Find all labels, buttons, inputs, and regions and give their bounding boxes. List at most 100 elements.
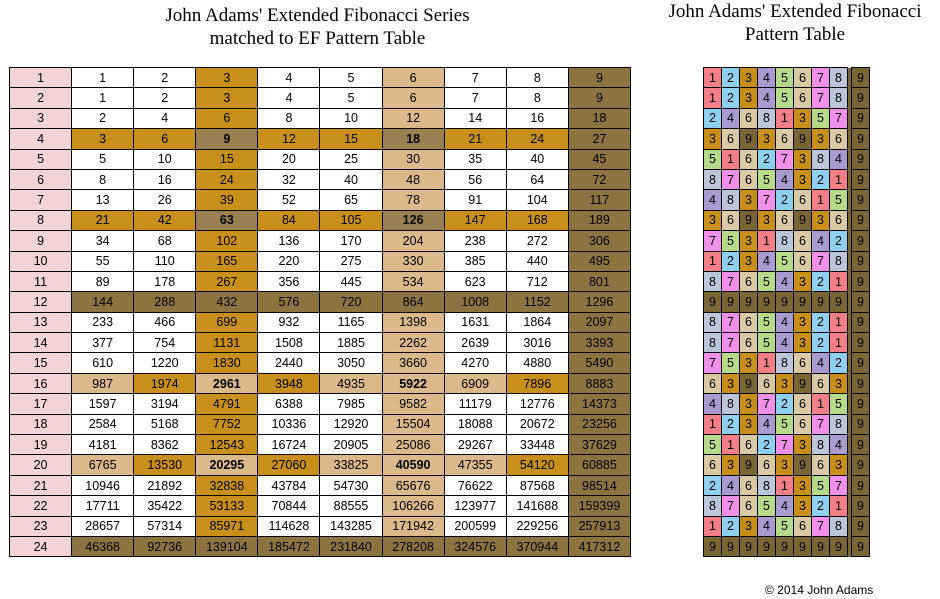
pattern-cell: 6: [739, 474, 758, 497]
table-cell: 40590: [381, 454, 445, 476]
table-cell: 18: [567, 107, 632, 130]
table-row: 10 55 110 165 220 275 330 385 440 495: [8, 250, 632, 272]
table-cell: 1131: [195, 332, 259, 354]
copyright-text: © 2014 John Adams: [765, 583, 874, 597]
table-cell: 10946: [71, 474, 135, 497]
row-number: 12: [8, 291, 73, 313]
table-cell: 12: [257, 128, 321, 150]
table-cell: 356: [257, 270, 321, 293]
table-cell: 15: [195, 148, 259, 170]
pattern-cell: 5: [757, 311, 776, 334]
table-cell: 18: [381, 128, 445, 150]
table-cell: 178: [133, 270, 197, 293]
pattern-cell: 9: [739, 535, 758, 558]
table-cell: 9582: [381, 393, 445, 415]
pattern-gap: [847, 87, 852, 109]
pattern-cell: 6: [811, 454, 830, 476]
pattern-cell: 9: [829, 535, 848, 558]
table-row: 19 4181 8362 12543 16724 20905 25086 29267 33448…: [8, 434, 632, 456]
row-number: 17: [8, 393, 73, 415]
pattern-cell: 9: [793, 128, 812, 150]
pattern-cell: 9: [851, 230, 870, 252]
table-cell: 34: [71, 230, 135, 252]
table-row: 15 610 1220 1830 2440 3050 3660 4270 4880 5490: [8, 352, 632, 374]
table-cell: 20672: [505, 413, 569, 436]
pattern-cell: 8: [775, 230, 794, 252]
pattern-cell: 4: [829, 148, 848, 170]
table-cell: 1597: [71, 393, 135, 415]
pattern-gap: [847, 373, 852, 394]
table-cell: 29267: [443, 434, 507, 456]
pattern-cell: 9: [739, 209, 758, 232]
pattern-cell: 7: [811, 66, 830, 89]
table-cell: 267: [195, 270, 259, 293]
pattern-cell: 3: [721, 454, 740, 476]
table-cell: 40: [319, 168, 383, 191]
table-row: 3 2 4 6 8 10 12 14 16 18: [8, 107, 632, 130]
table-cell: 24: [195, 168, 259, 191]
pattern-cell: 3: [793, 434, 812, 456]
pattern-cell: 9: [793, 454, 812, 476]
pattern-gap: [847, 210, 852, 231]
table-cell: 987: [71, 372, 135, 395]
table-cell: 385: [443, 250, 507, 272]
pattern-cell: 9: [851, 311, 870, 334]
pattern-cell: 6: [793, 352, 812, 374]
table-cell: 377: [71, 332, 135, 354]
pattern-cell: 7: [775, 148, 794, 170]
pattern-cell: 5: [703, 434, 722, 456]
table-cell: 63: [195, 209, 259, 232]
pattern-cell: 6: [757, 454, 776, 476]
table-cell: 28657: [71, 515, 135, 537]
pattern-cell: 3: [757, 209, 776, 232]
table-cell: 114628: [257, 515, 321, 537]
table-cell: 610: [71, 352, 135, 374]
table-cell: 15: [319, 128, 383, 150]
table-cell: 5: [319, 87, 383, 109]
table-cell: 39: [195, 189, 259, 211]
table-cell: 370944: [505, 535, 569, 558]
pattern-cell: 9: [739, 372, 758, 395]
pattern-cell: 5: [757, 332, 776, 354]
table-row: 6 8 16 24 32 40 48 56 64 72: [8, 168, 632, 191]
pattern-cell: 9: [793, 291, 812, 313]
row-number: 13: [8, 311, 73, 334]
table-cell: 9: [567, 66, 632, 89]
table-cell: 10: [133, 148, 197, 170]
table-cell: 89: [71, 270, 135, 293]
table-cell: 143285: [319, 515, 383, 537]
pattern-cell: 6: [811, 372, 830, 395]
pattern-cell: 5: [811, 107, 830, 130]
table-cell: 1885: [319, 332, 383, 354]
table-cell: 9: [195, 128, 259, 150]
pattern-cell: 3: [793, 107, 812, 130]
table-cell: 16724: [257, 434, 321, 456]
extended-fibonacci-series-table: 1 1 2 3 4 5 6 7 8 9 2 1 2 3 4 5 6 7 8 9 3 2 4 6 8 10 12 14 16 18 4 3 6 9 1…: [8, 66, 632, 558]
table-cell: 87568: [505, 474, 569, 497]
pattern-cell: 6: [703, 372, 722, 395]
table-cell: 1: [71, 66, 135, 89]
table-cell: 20905: [319, 434, 383, 456]
table-cell: 6765: [71, 454, 135, 476]
table-cell: 30: [381, 148, 445, 170]
pattern-cell: 3: [757, 128, 776, 150]
pattern-cell: 3: [739, 189, 758, 211]
pattern-cell: 7: [829, 107, 848, 130]
table-cell: 2440: [257, 352, 321, 374]
table-cell: 7985: [319, 393, 383, 415]
table-cell: 16: [505, 107, 569, 130]
pattern-cell: 5: [757, 495, 776, 517]
table-cell: 20295: [195, 454, 259, 476]
table-cell: 165: [195, 250, 259, 272]
pattern-cell: 5: [721, 230, 740, 252]
row-number: 22: [8, 495, 73, 517]
table-cell: 278208: [381, 535, 445, 558]
left-title-line-1: John Adams' Extended Fibonacci Series: [165, 5, 470, 26]
pattern-cell: 1: [775, 107, 794, 130]
row-number: 1: [8, 66, 73, 89]
pattern-cell: 9: [851, 250, 870, 272]
table-cell: 534: [381, 270, 445, 293]
pattern-gap: [847, 149, 852, 170]
